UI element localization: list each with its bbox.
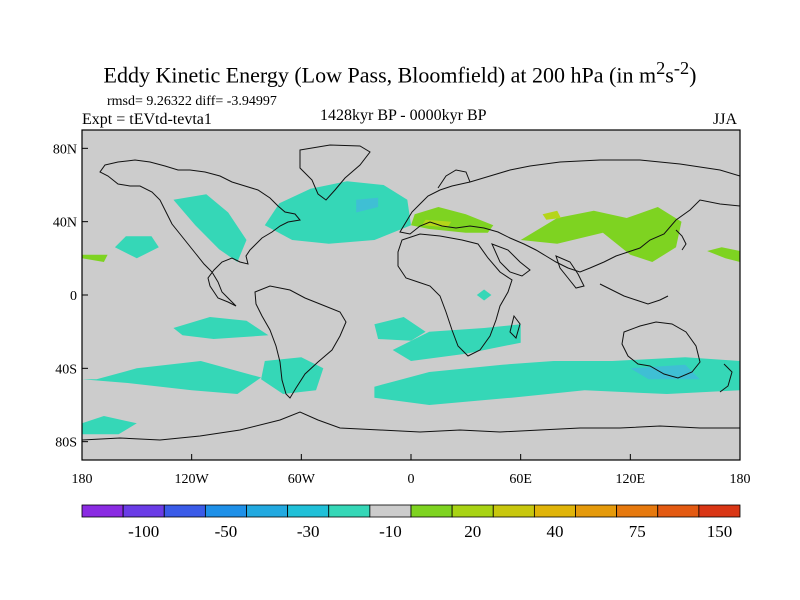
colorbar-label: 150 — [707, 522, 733, 541]
colorbar: -100 -50 -30 -10 20 40 75 150 — [81, 504, 741, 541]
region-antarctica-edge — [82, 416, 137, 435]
colorbar-swatch — [163, 504, 206, 518]
region-asia-core — [542, 210, 561, 220]
region-central-atlantic-south — [374, 317, 426, 341]
coastline-greenland — [299, 144, 371, 201]
colorbar-swatch — [287, 504, 330, 518]
coastline-south-america — [254, 285, 347, 399]
colorbar-label: -50 — [215, 522, 238, 541]
x-tick-label: 120W — [175, 472, 210, 487]
coastline-north-america — [99, 159, 301, 307]
coastline-antarctica — [82, 411, 740, 441]
colorbar-swatch — [410, 504, 453, 518]
coastline-africa — [397, 233, 513, 357]
colorbar-swatch — [204, 504, 247, 518]
region-north-pacific-edge — [82, 254, 108, 262]
colorbar-swatch — [328, 504, 371, 518]
map-title: Eddy Kinetic Energy (Low Pass, Bloomfiel… — [0, 58, 800, 88]
season-label: JJA — [713, 111, 738, 128]
coastline-australia — [621, 321, 701, 379]
y-tick-label: 40N — [53, 216, 77, 231]
colorbar-swatch — [616, 504, 659, 518]
stats-line: rmsd= 9.26322 diff= -3.94997 — [107, 94, 277, 109]
x-tick-label: 0 — [408, 472, 415, 487]
coastline-se-asia — [599, 283, 669, 305]
coastlines — [82, 144, 740, 441]
region-north-pacific-west — [114, 236, 159, 259]
x-tick-label: 60W — [288, 472, 316, 487]
colorbar-swatch — [492, 504, 535, 518]
colorbar-label: -100 — [128, 522, 159, 541]
title-sup-1: 2 — [656, 58, 666, 78]
region-north-atlantic-core — [356, 197, 379, 213]
coastline-madagascar — [509, 314, 521, 339]
colorbar-label: -30 — [297, 522, 320, 541]
region-north-pacific-edge-right — [707, 247, 740, 262]
colorbar-swatch — [698, 504, 741, 518]
colorbar-swatch — [246, 504, 289, 518]
y-tick-label: 80N — [53, 142, 77, 157]
region-south-america-south — [261, 357, 324, 394]
colorbar-label: 40 — [546, 522, 563, 541]
region-north-america — [173, 194, 247, 262]
map-background — [82, 130, 740, 460]
colorbar-label: 75 — [629, 522, 646, 541]
coastline-japan — [675, 229, 687, 251]
coastline-europe — [399, 159, 740, 273]
coastline-india — [555, 255, 585, 289]
coastline-scandinavia — [437, 169, 471, 189]
x-tick-label: 60E — [509, 472, 532, 487]
y-tick-label: 40S — [55, 362, 77, 377]
experiment-label: Expt = tEVtd-tevta1 — [82, 111, 212, 128]
anomaly-regions — [82, 181, 740, 435]
colorbar-swatch — [81, 504, 124, 518]
x-tick-label: 120E — [616, 472, 646, 487]
region-north-atlantic — [264, 181, 411, 244]
y-tick-label: 80S — [55, 436, 77, 451]
colorbar-swatch — [657, 504, 700, 518]
x-axis-ticks: 180 120W 60W 0 60E 120E 180 — [72, 454, 751, 487]
y-axis-ticks: 80N 40N 0 40S 80S — [53, 142, 88, 451]
region-south-pacific-west — [82, 361, 262, 394]
title-end: ) — [689, 62, 697, 88]
title-main: Eddy Kinetic Energy (Low Pass, Bloomfiel… — [103, 62, 657, 88]
x-tick-label: 180 — [72, 472, 93, 487]
region-indian-small — [476, 289, 492, 301]
colorbar-swatch — [122, 504, 165, 518]
colorbar-swatch — [451, 504, 494, 518]
colorbar-label: 20 — [464, 522, 481, 541]
coastline-arabia — [491, 243, 531, 277]
colorbar-swatch — [575, 504, 618, 518]
title-sup-2: -2 — [673, 58, 690, 78]
y-tick-label: 0 — [70, 289, 77, 304]
region-europe-med-core — [422, 219, 452, 228]
title-mid: s — [665, 62, 674, 88]
colorbar-label: -10 — [379, 522, 402, 541]
colorbar-swatch — [533, 504, 576, 518]
coastline-new-zealand — [719, 363, 733, 393]
x-tick-label: 180 — [730, 472, 751, 487]
period-label: 1428kyr BP - 0000kyr BP — [320, 107, 487, 124]
region-south-pacific-east — [173, 317, 269, 339]
colorbar-swatch — [369, 504, 412, 518]
region-asia — [520, 207, 682, 262]
